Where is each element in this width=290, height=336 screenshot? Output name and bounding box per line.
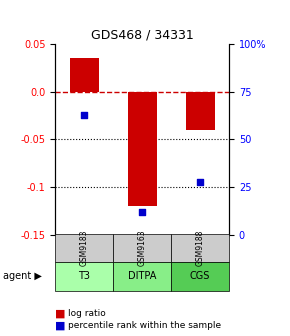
- Text: ■: ■: [55, 320, 66, 330]
- Point: [140, 210, 144, 215]
- Text: GSM9183: GSM9183: [79, 229, 89, 266]
- Text: percentile rank within the sample: percentile rank within the sample: [68, 321, 221, 330]
- Bar: [128, 92, 157, 207]
- Text: ■: ■: [55, 308, 66, 318]
- Text: GSM9163: GSM9163: [137, 229, 147, 266]
- Title: GDS468 / 34331: GDS468 / 34331: [91, 28, 193, 41]
- Text: T3: T3: [78, 271, 90, 281]
- Point: [198, 179, 202, 184]
- Bar: [70, 58, 99, 92]
- Text: GSM9188: GSM9188: [195, 229, 205, 266]
- Text: DITPA: DITPA: [128, 271, 156, 281]
- Text: agent ▶: agent ▶: [3, 271, 42, 281]
- Bar: [186, 92, 215, 130]
- Text: CGS: CGS: [190, 271, 210, 281]
- Point: [82, 112, 86, 117]
- Text: log ratio: log ratio: [68, 309, 106, 318]
